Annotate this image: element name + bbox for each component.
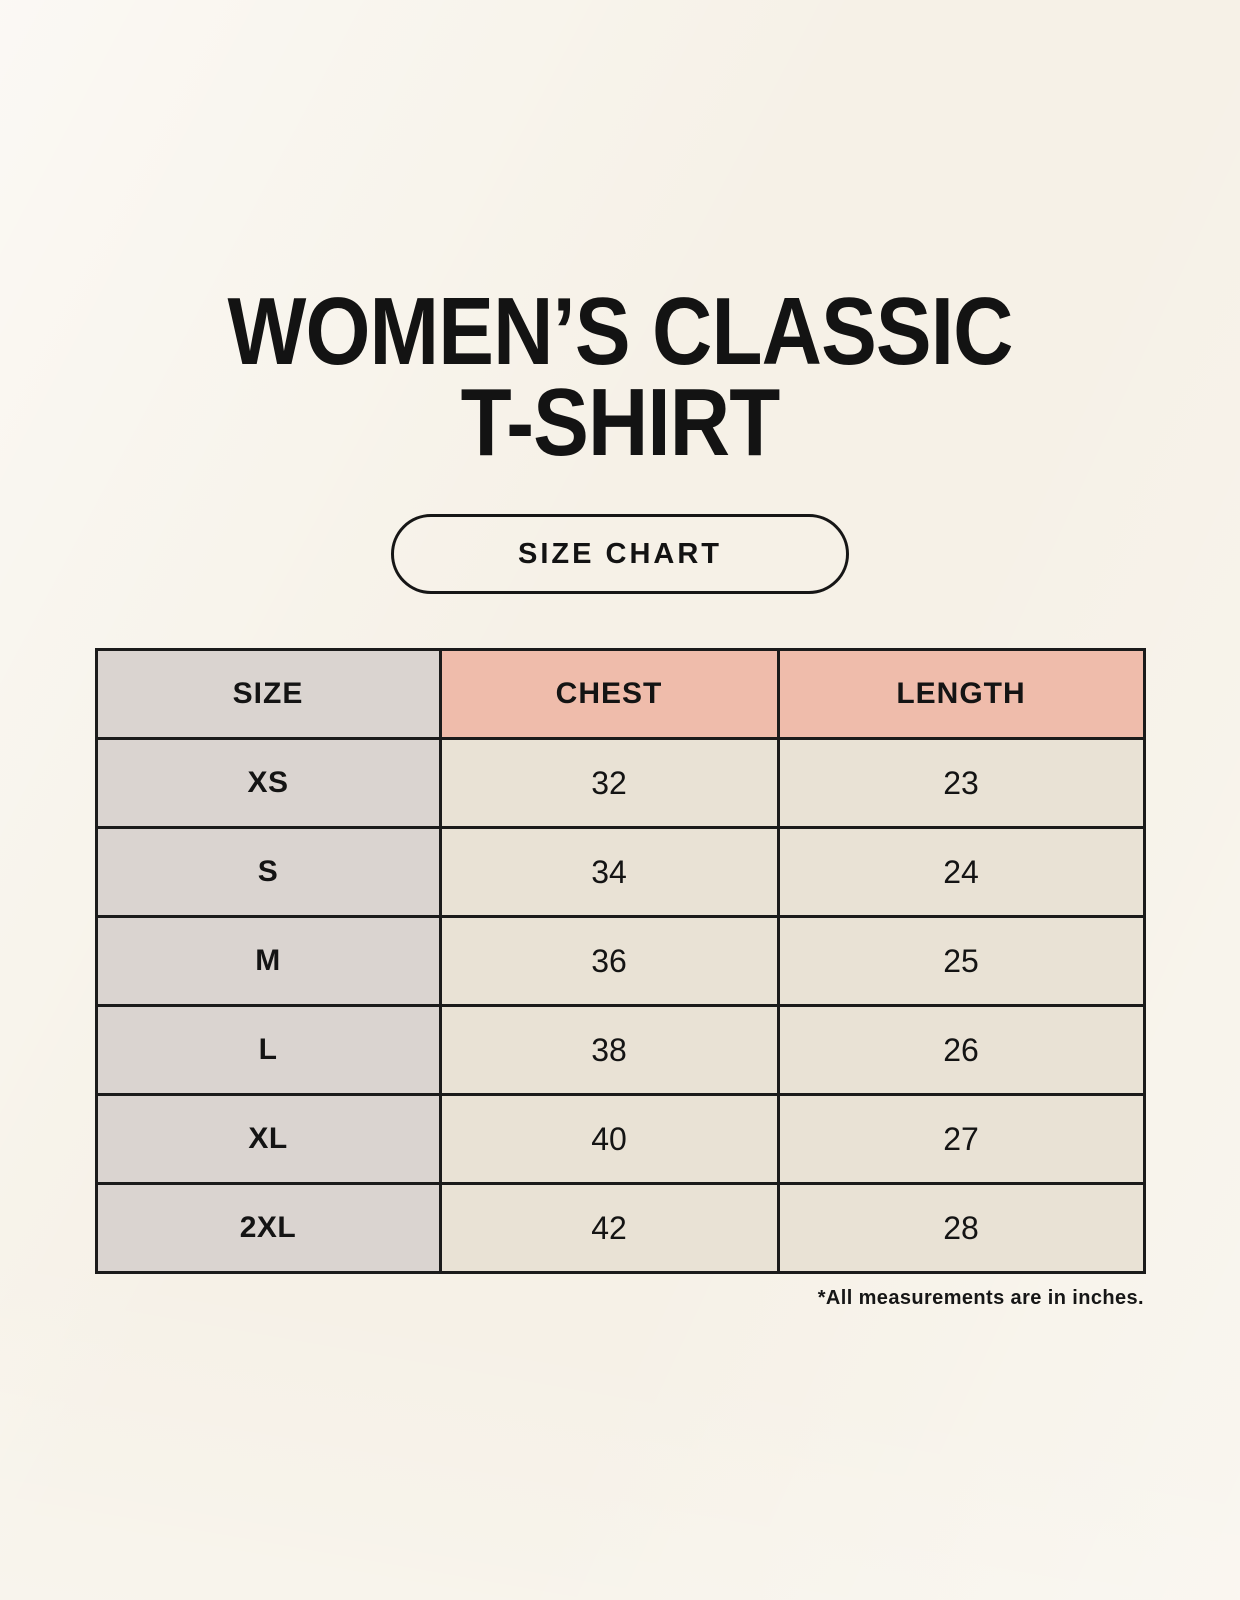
chest-cell: 32 bbox=[438, 737, 780, 830]
page-title-line-1: WOMEN’S CLASSIC bbox=[227, 278, 1013, 385]
length-cell: 23 bbox=[776, 737, 1146, 830]
measurements-footnote: *All measurements are in inches. bbox=[817, 1287, 1144, 1310]
size-chart-badge: SIZE CHART bbox=[391, 514, 849, 595]
page-title: WOMEN’S CLASSIC T-SHIRT bbox=[81, 0, 1160, 477]
length-cell: 25 bbox=[776, 915, 1146, 1008]
length-cell: 27 bbox=[776, 1093, 1146, 1186]
column-header-chest: CHEST bbox=[438, 648, 780, 741]
table-row: XL 40 27 bbox=[94, 1093, 1146, 1186]
table-row: M 36 25 bbox=[94, 915, 1146, 1008]
size-cell: XL bbox=[94, 1093, 442, 1186]
table-row: S 34 24 bbox=[94, 826, 1146, 919]
chest-cell: 42 bbox=[438, 1182, 780, 1275]
column-header-length: LENGTH bbox=[776, 648, 1146, 741]
size-cell: M bbox=[94, 915, 442, 1008]
size-cell: XS bbox=[94, 737, 442, 830]
size-cell: 2XL bbox=[94, 1182, 442, 1275]
length-cell: 24 bbox=[776, 826, 1146, 919]
table-header-row: SIZE CHEST LENGTH bbox=[94, 648, 1146, 741]
length-cell: 28 bbox=[776, 1182, 1146, 1275]
chest-cell: 34 bbox=[438, 826, 780, 919]
size-chart-table: SIZE CHEST LENGTH XS 32 23 S 34 24 M 36 … bbox=[94, 648, 1146, 1275]
size-cell: L bbox=[94, 1004, 442, 1097]
chest-cell: 36 bbox=[438, 915, 780, 1008]
table-row: L 38 26 bbox=[94, 1004, 1146, 1097]
size-cell: S bbox=[94, 826, 442, 919]
chest-cell: 40 bbox=[438, 1093, 780, 1186]
page-title-line-2: T-SHIRT bbox=[460, 369, 781, 477]
column-header-size: SIZE bbox=[94, 648, 442, 741]
chest-cell: 38 bbox=[438, 1004, 780, 1097]
table-row: 2XL 42 28 bbox=[94, 1182, 1146, 1275]
table-row: XS 32 23 bbox=[94, 737, 1146, 830]
length-cell: 26 bbox=[776, 1004, 1146, 1097]
